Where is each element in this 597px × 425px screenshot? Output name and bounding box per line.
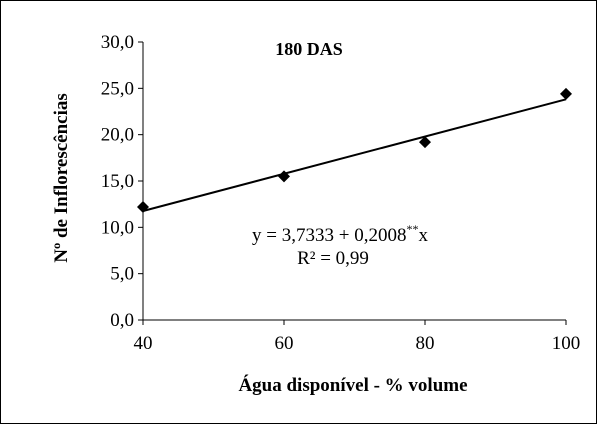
plot-area: 0,0 5,0 10,0 15,0 20,0 25,0 30,0 40 60 80 100: [101, 32, 581, 354]
chart-title: 180 DAS: [275, 39, 343, 59]
x-ticks: 40 60 80 100: [134, 320, 581, 354]
equation-main: y = 3,7333 + 0,2008: [252, 225, 406, 246]
r-squared-label: R² = 0,99: [297, 248, 369, 269]
x-tick-label: 100: [552, 333, 581, 354]
y-tick-label: 25,0: [101, 78, 134, 99]
data-point: [137, 200, 149, 213]
data-point: [560, 87, 572, 100]
y-tick-label: 30,0: [101, 32, 134, 53]
data-point: [278, 170, 290, 183]
y-tick-label: 10,0: [101, 217, 134, 238]
y-tick-label: 20,0: [101, 125, 134, 146]
x-tick-label: 40: [134, 333, 153, 354]
x-tick-label: 60: [275, 333, 294, 354]
data-point: [419, 136, 431, 149]
y-axis-label: Nº de Inflorescências: [51, 93, 72, 263]
equation-tail: x: [418, 225, 428, 246]
x-tick-label: 80: [416, 333, 435, 354]
y-ticks: 0,0 5,0 10,0 15,0 20,0 25,0 30,0: [101, 32, 143, 331]
y-tick-label: 15,0: [101, 171, 134, 192]
data-points: [137, 87, 572, 213]
equation-significance: **: [406, 222, 418, 236]
trendline-equation: y = 3,7333 + 0,2008**x: [252, 222, 428, 246]
y-tick-label: 0,0: [110, 310, 134, 331]
x-axis-label: Água disponível - % volume: [238, 374, 467, 396]
trendline: [142, 98, 567, 212]
y-tick-label: 5,0: [110, 264, 134, 285]
